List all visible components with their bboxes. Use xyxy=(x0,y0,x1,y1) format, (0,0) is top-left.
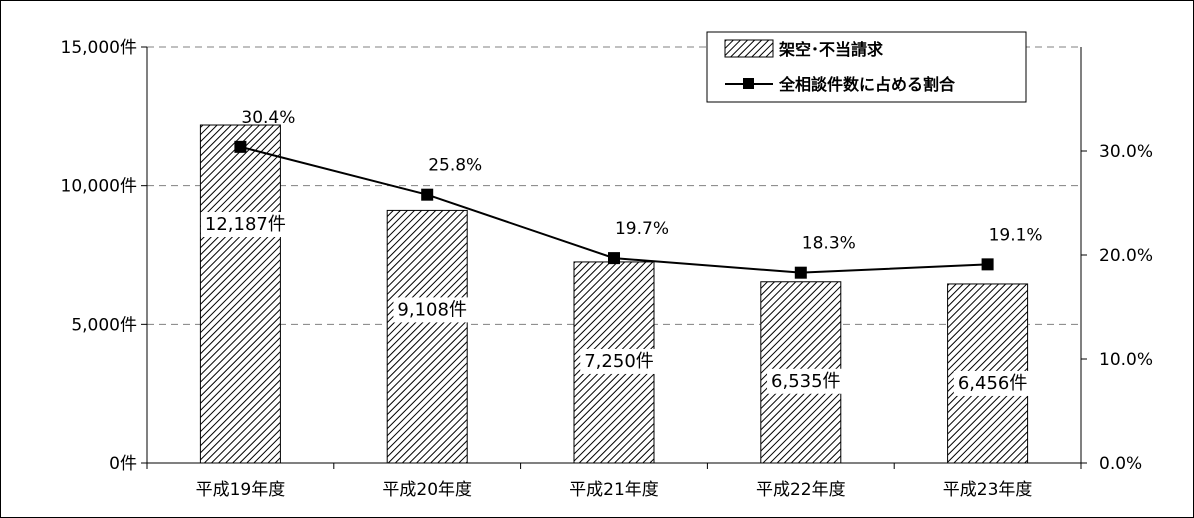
bar-label-group-1: 9,108件 xyxy=(393,297,471,323)
y-left-tick-label-0: 0件 xyxy=(109,454,137,474)
line-marker-4 xyxy=(981,258,994,271)
line-label-2: 19.7% xyxy=(615,219,669,239)
line-label-0: 30.4% xyxy=(241,108,295,128)
legend-bar-swatch xyxy=(724,39,774,58)
y-right-tick-label-2: 20.0% xyxy=(1099,246,1153,266)
data-labels: 12,187件 9,108件 7,250件 6,535件 6,456件 30.4% 25.8… xyxy=(200,108,1043,396)
bar-series xyxy=(199,124,1029,464)
line-marker-2 xyxy=(608,252,620,265)
line-marker-3 xyxy=(794,266,807,279)
bar-label-group-0: 12,187件 xyxy=(200,212,290,238)
x-tick-label-3: 平成22年度 xyxy=(756,480,846,500)
y-left-tick-label-3: 15,000件 xyxy=(61,38,137,58)
legend-bar-label: 架空･不当請求 xyxy=(778,40,884,59)
bar-label-4: 6,456件 xyxy=(958,373,1028,394)
bar-0 xyxy=(199,124,281,464)
x-tick-label-0: 平成19年度 xyxy=(196,480,286,500)
x-tick-label-2: 平成21年度 xyxy=(569,480,659,500)
bar-label-bg-1 xyxy=(393,297,471,323)
y-right-tick-label-0: 0.0% xyxy=(1099,454,1142,474)
legend-line-marker xyxy=(743,78,754,89)
x-tick-label-1: 平成20年度 xyxy=(382,480,472,500)
x-tick-label-4: 平成23年度 xyxy=(943,480,1033,500)
bar-label-2: 7,250件 xyxy=(584,351,654,372)
line-marker-1 xyxy=(421,188,434,201)
legend: 架空･不当請求 全相談件数に占める割合 xyxy=(706,31,1027,103)
line-series xyxy=(234,140,994,279)
line-label-1: 25.8% xyxy=(428,156,482,176)
bar-label-3: 6,535件 xyxy=(771,371,841,392)
y-left-tick-label-1: 5,000件 xyxy=(71,315,137,335)
bar-label-bg-4 xyxy=(953,370,1032,396)
bar-label-bg-2 xyxy=(580,348,658,374)
bar-label-0: 12,187件 xyxy=(205,214,286,235)
bar-label-bg-3 xyxy=(767,368,845,394)
bar-label-group-3: 6,535件 xyxy=(767,368,845,394)
y-left-tick-label-2: 10,000件 xyxy=(61,177,137,197)
bar-label-bg-0 xyxy=(200,212,290,238)
bar-label-1: 9,108件 xyxy=(397,299,467,320)
line-label-3: 18.3% xyxy=(802,234,856,254)
bar-label-group-4: 6,456件 xyxy=(953,370,1032,396)
legend-line-label: 全相談件数に占める割合 xyxy=(778,75,956,94)
y-right-tick-label-1: 10.0% xyxy=(1099,350,1153,370)
y-right-tick-label-3: 30.0% xyxy=(1099,142,1153,162)
bar-label-group-2: 7,250件 xyxy=(580,348,658,374)
line-marker-0 xyxy=(234,140,247,153)
axes: 0件 5,000件 10,000件 15,000件 0.0% 10.0% 20.0% 30.0… xyxy=(61,38,1154,500)
line-label-4: 19.1% xyxy=(989,225,1043,245)
bar-1 xyxy=(386,209,468,464)
